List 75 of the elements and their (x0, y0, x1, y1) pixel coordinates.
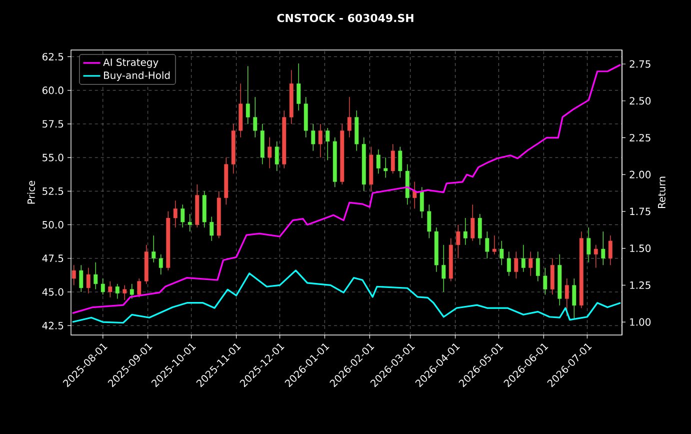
candlestick (94, 262, 98, 290)
candlestick (601, 231, 606, 266)
candlestick (115, 284, 120, 300)
candlestick (130, 284, 134, 300)
y2-tick-label: 1.75 (630, 208, 650, 216)
candlestick (158, 254, 163, 275)
candlestick (122, 284, 127, 300)
candlestick (86, 267, 90, 294)
candlestick (173, 200, 178, 228)
legend-label: Buy-and-Hold (104, 71, 170, 81)
candlestick (608, 235, 612, 266)
candlestick (572, 278, 576, 320)
candlestick (311, 124, 316, 152)
y-tick-label: 62.5 (42, 52, 64, 60)
y2-tick-label: 2.25 (630, 134, 650, 142)
y2-tick-label: 1.50 (630, 244, 651, 252)
line-series (72, 270, 622, 324)
candlestick (318, 124, 322, 158)
legend-label: AI Strategy (103, 58, 158, 68)
candlestick (485, 231, 490, 259)
candlestick (506, 251, 511, 276)
chart-title: CNSTOCK - 603049.SH (277, 14, 414, 22)
candlestick (274, 141, 279, 172)
candlestick (412, 181, 417, 209)
candlestick (594, 244, 598, 268)
y2-axis-title: Return (658, 176, 666, 208)
y-tick-label: 42.5 (42, 322, 64, 330)
candlestick (108, 280, 112, 298)
candlestick (210, 216, 214, 242)
candlestick (152, 235, 156, 263)
candlestick (492, 235, 496, 255)
candlestick (427, 204, 432, 239)
candlestick (470, 204, 475, 242)
candlestick (253, 96, 258, 138)
y-tick-label: 52.5 (42, 187, 64, 195)
candlestick (390, 144, 395, 174)
candlestick (100, 278, 105, 296)
y2-tick-label: 2.75 (630, 60, 650, 68)
y2-tick-label: 2.00 (630, 170, 651, 178)
candlestick (442, 244, 446, 292)
candlestick (536, 251, 540, 282)
candlestick (564, 278, 569, 317)
y-tick-label: 45.0 (42, 288, 64, 296)
y-tick-label: 50.0 (42, 220, 64, 229)
candlestick (188, 214, 192, 232)
candlestick (398, 146, 402, 178)
candlestick (72, 264, 76, 286)
candlestick (347, 96, 352, 138)
y2-tick-label: 1.00 (630, 318, 651, 326)
candlestick (514, 251, 518, 279)
candlestick (500, 240, 504, 266)
candlestick (463, 218, 468, 246)
y2-tick-label: 2.50 (630, 97, 651, 105)
candlestick (326, 128, 330, 161)
candlestick (376, 149, 380, 174)
candlestick (478, 214, 482, 246)
y-tick-label: 47.5 (42, 254, 64, 262)
y-tick-label: 60.0 (42, 86, 64, 94)
y2-tick-label: 1.25 (630, 281, 650, 289)
candlestick (137, 278, 142, 298)
candlestick (586, 227, 591, 263)
candlestick (180, 204, 185, 228)
candlestick (296, 63, 301, 111)
candlestick (456, 224, 460, 259)
candlestick (268, 137, 272, 169)
y-axis-title: Price (27, 180, 35, 204)
candlestick (246, 66, 250, 124)
y-tick-label: 57.5 (42, 120, 64, 128)
candlestick (79, 264, 84, 292)
candlestick (528, 251, 533, 276)
y-tick-label: 55.0 (42, 154, 64, 162)
candlestick (420, 186, 424, 218)
candlestick (521, 244, 526, 272)
candlestick (384, 157, 388, 178)
candlestick (543, 267, 548, 296)
